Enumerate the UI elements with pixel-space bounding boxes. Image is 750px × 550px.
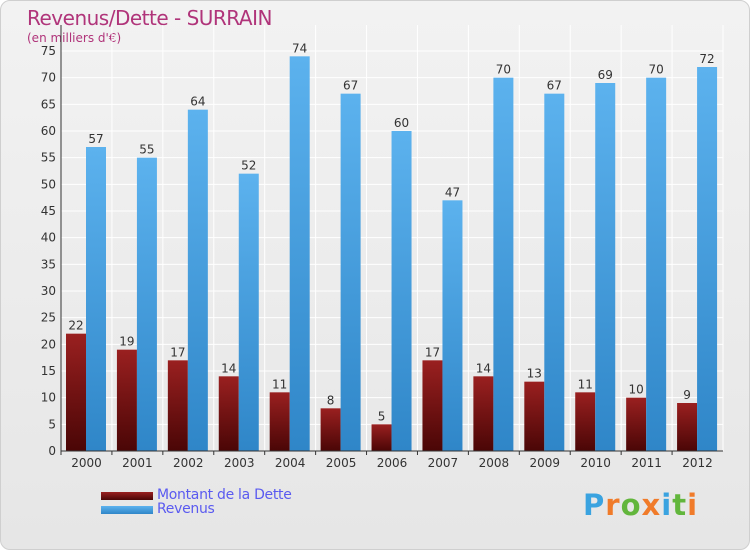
bar-debt-2000 [66, 333, 86, 451]
logo-letter: i [687, 488, 699, 522]
data-label-revenus-2010: 69 [598, 68, 613, 82]
x-tick-label: 2004 [275, 456, 306, 470]
x-tick-label: 2003 [224, 456, 255, 470]
data-label-revenus-2000: 57 [88, 132, 103, 146]
data-label-debt-2000: 22 [68, 319, 83, 333]
y-tick-label: 30 [41, 284, 56, 298]
bar-revenus-2001 [136, 157, 157, 451]
logo-letter: i [661, 488, 673, 522]
data-label-debt-2001: 19 [119, 335, 134, 349]
y-tick-label: 25 [41, 311, 56, 325]
data-label-debt-2011: 10 [629, 383, 644, 397]
legend-label-debt: Montant de la Dette [157, 487, 292, 503]
logo-letter: x [641, 488, 662, 522]
data-label-debt-2012: 9 [683, 388, 691, 402]
proxiti-logo: Proxiti [583, 488, 698, 522]
y-tick-label: 75 [41, 44, 56, 58]
bar-revenus-2009 [544, 93, 565, 452]
y-tick-label: 60 [41, 124, 56, 138]
data-label-revenus-2003: 52 [241, 159, 256, 173]
logo-letter: t [672, 488, 688, 522]
bar-revenus-2003 [238, 173, 259, 451]
data-label-debt-2008: 14 [476, 361, 491, 375]
y-tick-label: 35 [41, 257, 56, 271]
data-label-revenus-2006: 60 [394, 116, 409, 130]
bar-revenus-2011 [646, 77, 667, 452]
bar-revenus-2008 [493, 77, 514, 452]
x-tick-label: 2002 [173, 456, 204, 470]
data-label-debt-2002: 17 [170, 345, 185, 359]
bar-debt-2001 [116, 349, 137, 451]
data-label-revenus-2001: 55 [139, 143, 154, 157]
data-label-revenus-2012: 72 [699, 52, 714, 66]
data-label-revenus-2007: 47 [445, 185, 460, 199]
data-label-revenus-2008: 70 [496, 63, 511, 77]
bar-revenus-2002 [187, 109, 208, 452]
logo-letter: o [620, 488, 642, 522]
chart-subtitle: (en milliers d'€) [27, 31, 122, 45]
y-tick-label: 40 [41, 231, 56, 245]
x-tick-label: 2008 [479, 456, 510, 470]
bar-revenus-2000 [86, 147, 106, 451]
bar-revenus-2012 [697, 67, 718, 451]
bar-debt-2008 [473, 376, 494, 451]
y-tick-label: 5 [48, 417, 56, 431]
data-label-debt-2004: 11 [272, 377, 287, 391]
y-tick-label: 0 [48, 444, 56, 458]
bar-revenus-2007 [442, 200, 463, 451]
data-label-revenus-2009: 67 [547, 79, 562, 93]
bar-debt-2012 [677, 403, 698, 451]
x-tick-label: 2009 [529, 456, 560, 470]
bar-debt-2006 [371, 424, 392, 451]
data-label-debt-2009: 13 [527, 367, 542, 381]
x-tick-label: 2000 [71, 456, 102, 470]
y-tick-label: 55 [41, 151, 56, 165]
y-tick-label: 65 [41, 97, 56, 111]
y-tick-label: 70 [41, 71, 56, 85]
x-tick-label: 2001 [122, 456, 153, 470]
data-label-debt-2007: 17 [425, 345, 440, 359]
x-tick-label: 2010 [580, 456, 611, 470]
logo-letter: P [583, 488, 606, 522]
x-tick-label: 2007 [428, 456, 459, 470]
bar-debt-2002 [167, 360, 188, 451]
x-tick-label: 2011 [631, 456, 662, 470]
y-tick-label: 50 [41, 177, 56, 191]
data-label-revenus-2011: 70 [649, 63, 664, 77]
bar-debt-2004 [269, 392, 290, 451]
bar-revenus-2006 [391, 131, 412, 451]
bar-revenus-2005 [340, 93, 361, 452]
y-tick-label: 45 [41, 204, 56, 218]
bar-debt-2005 [320, 408, 341, 451]
data-label-debt-2010: 11 [578, 377, 593, 391]
data-label-revenus-2002: 64 [190, 95, 205, 109]
bar-debt-2003 [218, 376, 239, 451]
data-label-debt-2003: 14 [221, 361, 236, 375]
logo-letter: r [605, 488, 621, 522]
x-tick-label: 2006 [377, 456, 408, 470]
bar-debt-2011 [626, 397, 647, 451]
y-tick-label: 10 [41, 391, 56, 405]
bar-revenus-2010 [595, 83, 616, 451]
x-tick-label: 2005 [326, 456, 357, 470]
legend-swatch-debt [101, 492, 153, 500]
y-tick-label: 20 [41, 337, 56, 351]
x-tick-label: 2012 [682, 456, 713, 470]
bar-revenus-2004 [289, 56, 310, 451]
data-label-debt-2005: 8 [327, 393, 335, 407]
y-tick-label: 15 [41, 364, 56, 378]
data-label-debt-2006: 5 [378, 409, 386, 423]
bar-debt-2009 [524, 381, 545, 451]
data-label-revenus-2005: 67 [343, 79, 358, 93]
bar-debt-2010 [575, 392, 596, 451]
legend-label-revenus: Revenus [157, 501, 215, 517]
bar-debt-2007 [422, 360, 443, 451]
data-label-revenus-2004: 74 [292, 41, 307, 55]
legend-swatch-revenus [101, 506, 153, 514]
chart-title: Revenus/Dette - SURRAIN [27, 6, 272, 30]
